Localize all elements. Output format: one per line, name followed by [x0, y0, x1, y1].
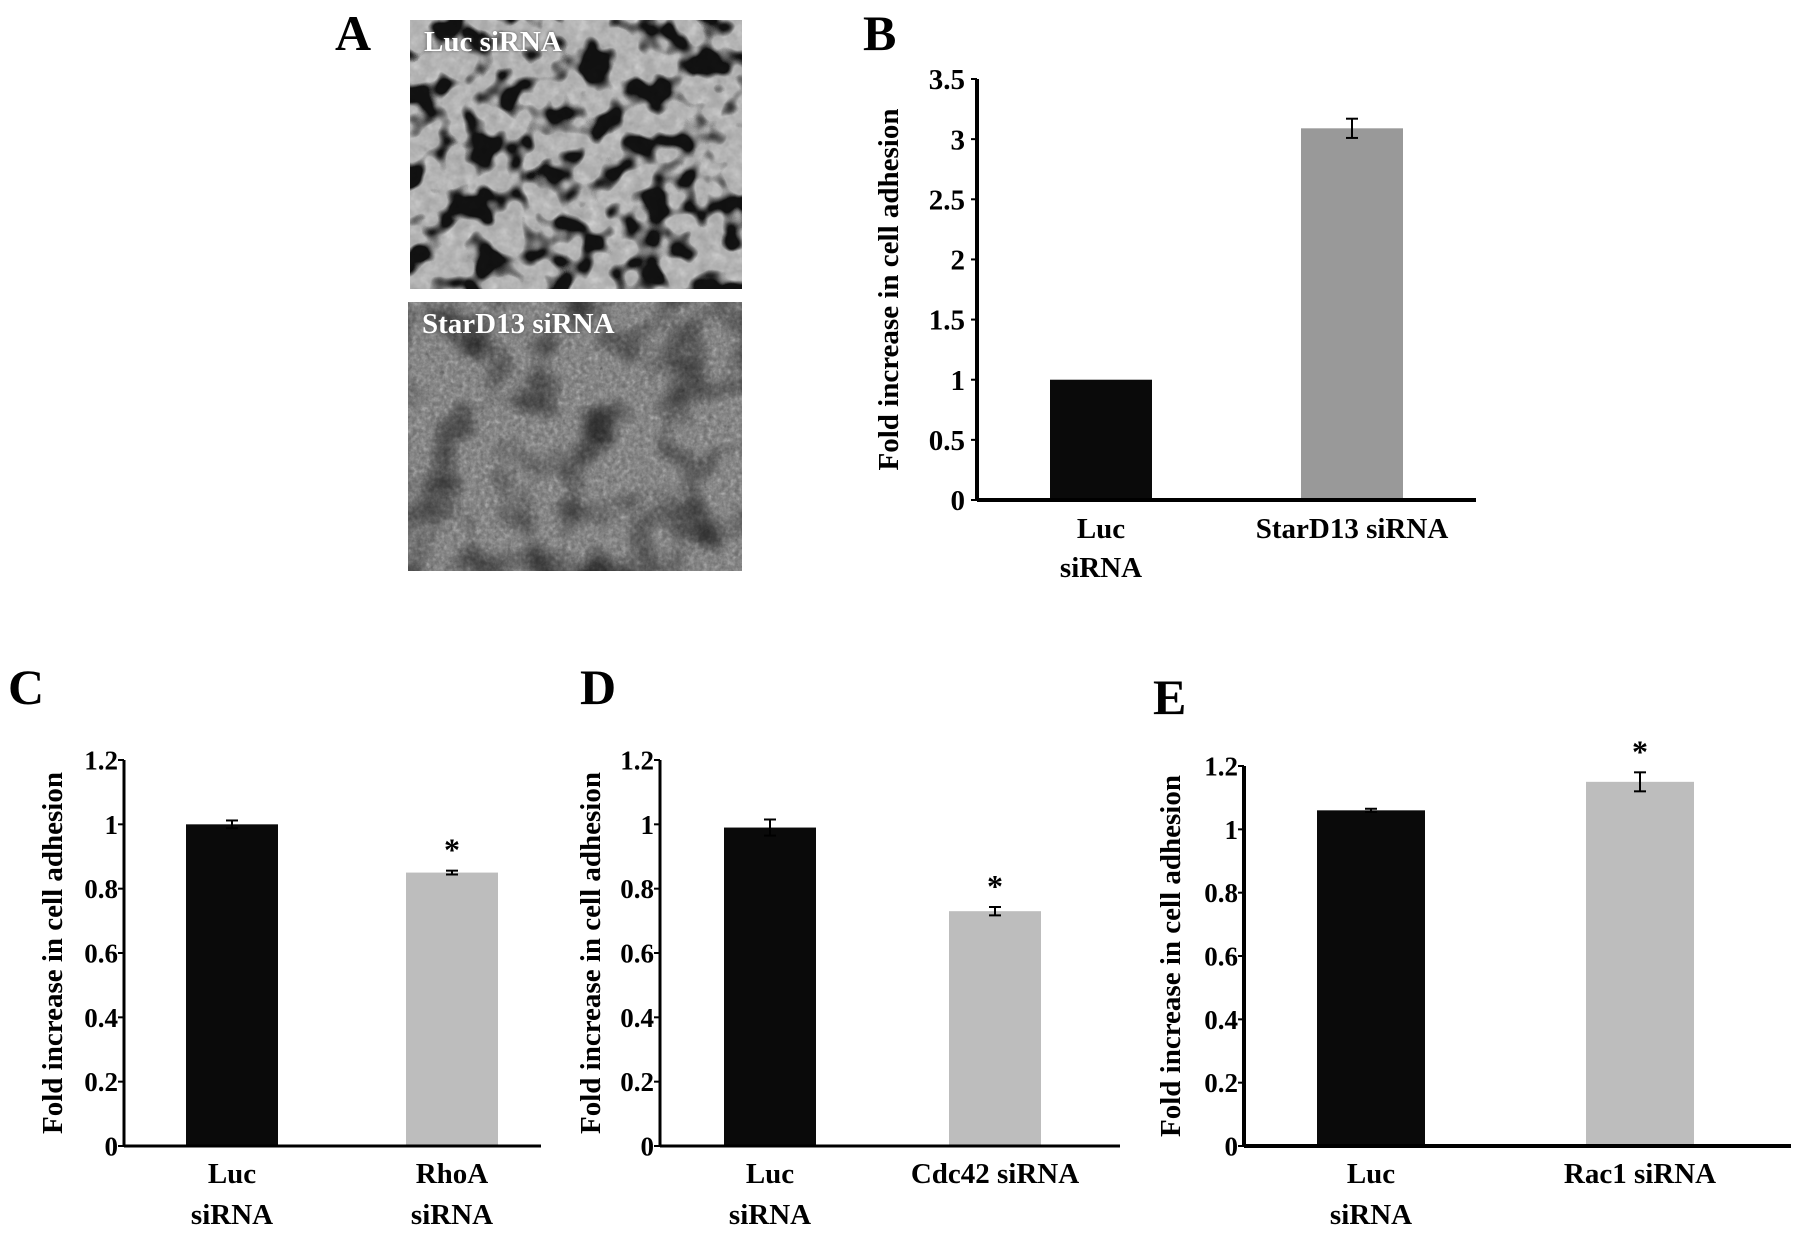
chart-c-bar — [186, 824, 278, 1146]
chart-c-category-label: RhoA — [416, 1158, 489, 1190]
chart-c-ytick-label: 0.6 — [84, 938, 118, 968]
chart-d-ytick-label: 0.8 — [620, 874, 654, 904]
chart-d-y-axis-title: Fold increase in cell adhesion — [575, 772, 607, 1134]
chart-c-category-label: Luc — [208, 1158, 256, 1190]
chart-e-category-label: Rac1 siRNA — [1564, 1158, 1716, 1190]
chart-d-bar — [949, 911, 1041, 1146]
chart-d-significance-marker: * — [987, 868, 1003, 904]
chart-b-category-label: siRNA — [1060, 552, 1142, 584]
chart-b-ytick-label: 0 — [951, 485, 966, 517]
chart-e-bar — [1586, 781, 1694, 1146]
chart-e-ytick-label: 0.8 — [1204, 878, 1238, 908]
chart-c-category-label: siRNA — [191, 1199, 273, 1231]
chart-e-bar — [1317, 810, 1425, 1146]
chart-e-ytick-label: 0.4 — [1204, 1005, 1238, 1035]
panel-letter-d: D — [580, 659, 617, 715]
chart-e-ytick-label: 0.6 — [1204, 941, 1238, 971]
chart-d-ytick-label: 1 — [641, 810, 655, 840]
chart-b-ytick-label: 0.5 — [929, 425, 965, 457]
chart-c-ytick-label: 0.2 — [84, 1067, 118, 1097]
chart-d-ytick-label: 0.4 — [620, 1003, 654, 1033]
micrograph-luc: Luc siRNA — [410, 20, 742, 289]
chart-c-bar — [406, 872, 498, 1146]
chart-b-bar — [1050, 379, 1152, 500]
chart-d-ytick-label: 0 — [641, 1131, 655, 1161]
chart-d-bar — [724, 827, 816, 1146]
chart-b-category-label: StarD13 siRNA — [1256, 513, 1449, 545]
chart-b-ytick-label: 1.5 — [929, 305, 965, 337]
chart-c-y-axis-title: Fold increase in cell adhesion — [37, 772, 69, 1134]
chart-b-bar — [1301, 128, 1403, 500]
micrograph-stard13-image — [408, 302, 742, 571]
chart-c-ytick-label: 1.2 — [84, 745, 118, 775]
chart-b-ytick-label: 3.5 — [929, 64, 965, 96]
chart-b-y-axis-title: Fold increase in cell adhesion — [873, 109, 905, 471]
chart-e-category-label: siRNA — [1330, 1199, 1412, 1231]
panel-letter-a: A — [335, 5, 372, 61]
chart-b-ytick-label: 2 — [951, 245, 966, 277]
chart-e-significance-marker: * — [1632, 733, 1648, 769]
panel-letter-b: B — [863, 5, 897, 61]
chart-d-ytick-label: 1.2 — [620, 745, 654, 775]
chart-e-ytick-label: 1.2 — [1204, 751, 1238, 781]
chart-d-ytick-label: 0.2 — [620, 1067, 654, 1097]
panel-letter-e: E — [1153, 669, 1187, 725]
chart-d-category-label: Cdc42 siRNA — [911, 1158, 1079, 1190]
chart-e-ytick-label: 1 — [1225, 815, 1239, 845]
chart-d-category-label: siRNA — [729, 1199, 811, 1231]
chart-c-ytick-label: 0.8 — [84, 874, 118, 904]
micrograph-stard13: StarD13 siRNA — [408, 302, 742, 571]
chart-c-ytick-label: 0.4 — [84, 1003, 118, 1033]
chart-d-category-label: Luc — [746, 1158, 794, 1190]
micrograph-stard13-label: StarD13 siRNA — [422, 308, 615, 340]
chart-c-ytick-label: 1 — [105, 810, 119, 840]
chart-b-ytick-label: 1 — [951, 365, 966, 397]
chart-b-ytick-label: 3 — [951, 124, 966, 156]
chart-c-ytick-label: 0 — [105, 1131, 119, 1161]
chart-b-category-label: Luc — [1077, 513, 1125, 545]
chart-c-category-label: siRNA — [411, 1199, 493, 1231]
chart-e-y-axis-title: Fold increase in cell adhesion — [1155, 775, 1187, 1137]
chart-e-ytick-label: 0.2 — [1204, 1068, 1238, 1098]
panel-letter-c: C — [8, 659, 45, 715]
chart-e-category-label: Luc — [1347, 1158, 1395, 1190]
micrograph-luc-image — [410, 20, 742, 289]
chart-e-ytick-label: 0 — [1225, 1131, 1239, 1161]
chart-b-ytick-label: 2.5 — [929, 184, 965, 216]
micrograph-luc-label: Luc siRNA — [424, 26, 562, 58]
chart-c-significance-marker: * — [444, 832, 460, 868]
chart-d-ytick-label: 0.6 — [620, 938, 654, 968]
